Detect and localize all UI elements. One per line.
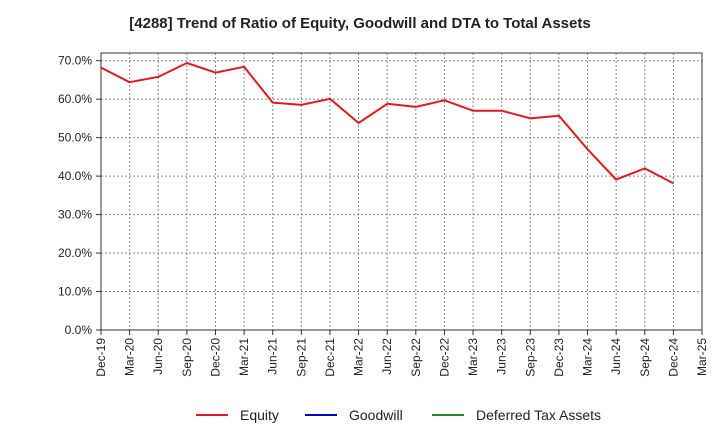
legend-swatch-goodwill: [305, 414, 337, 416]
legend-label-deferred-tax-assets: Deferred Tax Assets: [476, 407, 602, 423]
x-tick-label: Jun-24: [609, 338, 623, 375]
x-tick-label: Sep-20: [180, 338, 194, 377]
plot-border: [100, 52, 703, 331]
legend-label-equity: Equity: [240, 407, 279, 423]
x-tick-label: Dec-21: [323, 338, 337, 377]
legend-item-deferred-tax-assets: Deferred Tax Assets: [432, 404, 601, 426]
y-tick-label: 30.0%: [58, 208, 92, 222]
x-tick-label: Dec-20: [208, 338, 222, 377]
legend-item-goodwill: Goodwill: [305, 404, 403, 426]
y-tick-label: 40.0%: [58, 169, 92, 183]
x-tick-label: Mar-22: [352, 338, 366, 376]
x-tick-label: Sep-23: [523, 338, 537, 377]
x-tick-label: Dec-19: [94, 338, 108, 377]
x-tick-label: Jun-21: [266, 338, 280, 375]
plot-area: [101, 53, 702, 330]
legend-swatch-deferred-tax-assets: [432, 414, 464, 416]
x-tick-label: Dec-22: [437, 338, 451, 377]
chart-title: [4288] Trend of Ratio of Equity, Goodwil…: [129, 15, 591, 32]
x-tick-label: Mar-20: [123, 338, 137, 376]
x-tick-label: Mar-24: [581, 338, 595, 376]
x-tick-label: Jun-20: [151, 338, 165, 375]
legend-swatch-equity: [196, 414, 228, 416]
y-tick-label: 60.0%: [58, 92, 92, 106]
x-tick-label: Mar-23: [466, 338, 480, 376]
legend-label-goodwill: Goodwill: [349, 407, 403, 423]
x-tick-label: Sep-24: [638, 338, 652, 377]
legend-item-equity: Equity: [196, 404, 279, 426]
x-tick-label: Mar-21: [237, 338, 251, 376]
x-tick-label: Sep-22: [409, 338, 423, 377]
chart-legend: Equity Goodwill Deferred Tax Assets: [0, 404, 720, 426]
y-tick-label: 50.0%: [58, 131, 92, 145]
y-tick-label: 10.0%: [58, 285, 92, 299]
y-tick-label: 20.0%: [58, 246, 92, 260]
x-tick-label: Dec-23: [552, 338, 566, 377]
x-tick-label: Mar-25: [695, 338, 709, 376]
x-tick-label: Sep-21: [294, 338, 308, 377]
y-tick-label: 0.0%: [65, 323, 93, 337]
x-tick-label: Dec-24: [666, 338, 680, 377]
x-tick-label: Jun-22: [380, 338, 394, 375]
x-tick-label: Jun-23: [495, 338, 509, 375]
y-tick-label: 70.0%: [58, 54, 92, 68]
series-line-equity: [100, 62, 674, 185]
